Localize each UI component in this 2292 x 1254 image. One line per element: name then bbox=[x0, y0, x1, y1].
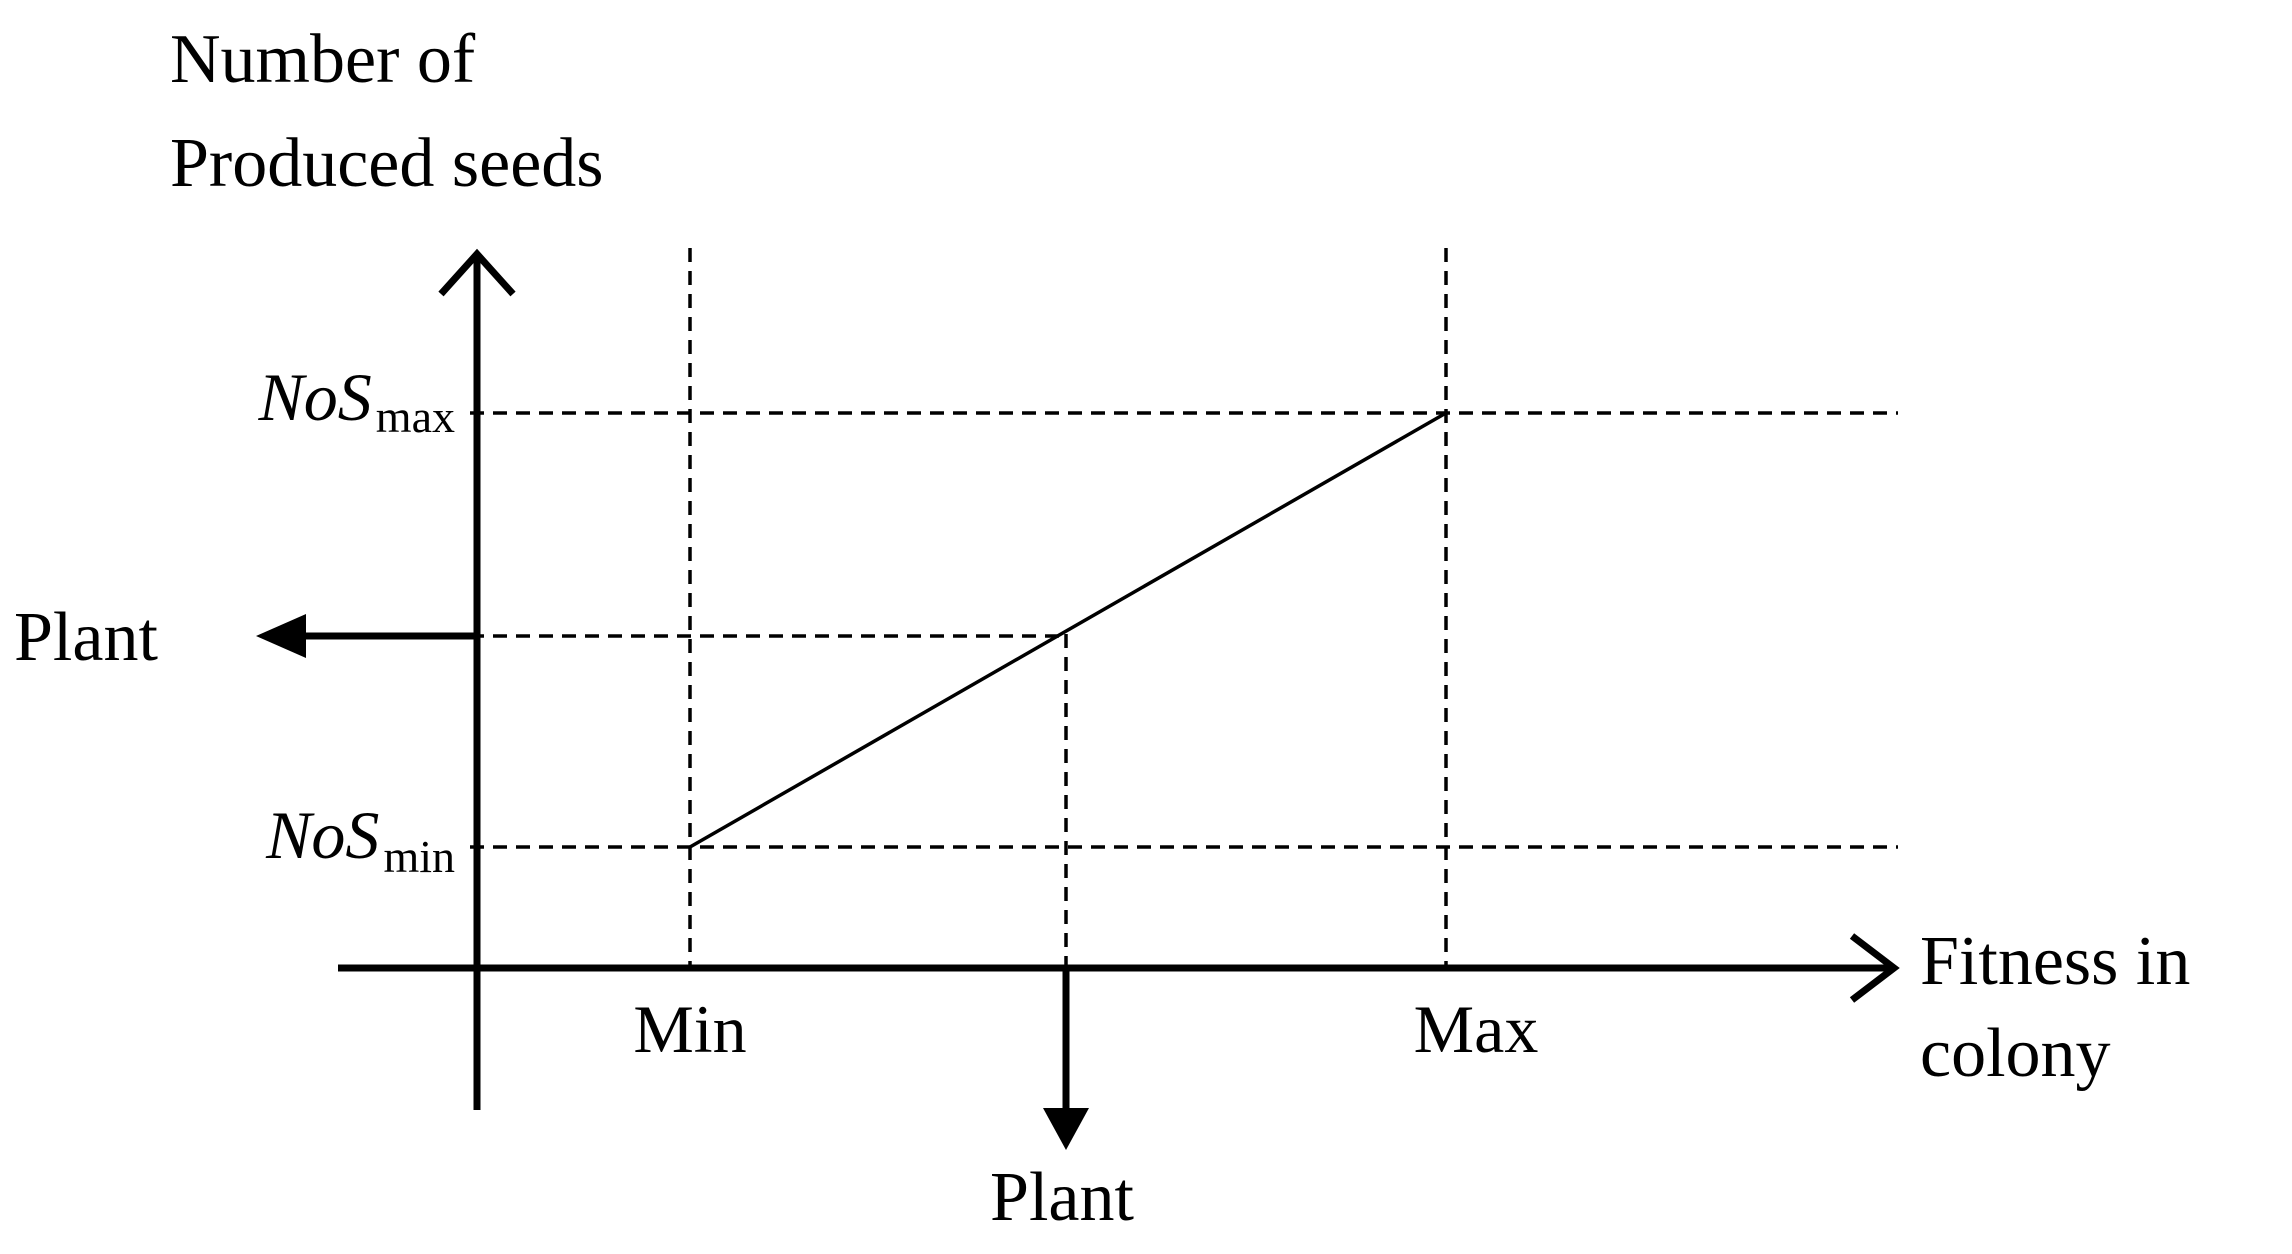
y-axis-arrowhead bbox=[438, 248, 516, 297]
seed-fitness-line bbox=[689, 411, 1447, 849]
x-axis-arrowhead bbox=[1849, 933, 1900, 1003]
plant-down-arrowhead bbox=[1043, 1108, 1089, 1150]
plant-arrows bbox=[256, 614, 1089, 1150]
x-axis-label-line1: Fitness in bbox=[1920, 923, 2190, 1000]
x-axis-label-line2: colony bbox=[1920, 1015, 2111, 1092]
y-axis-label-line2: Produced seeds bbox=[170, 125, 604, 202]
y-tick-nos-min: NoSmin bbox=[265, 797, 455, 882]
y-axis-label-line1: Number of bbox=[170, 21, 476, 98]
x-tick-max: Max bbox=[1414, 991, 1539, 1067]
plant-label-bottom: Plant bbox=[990, 1159, 1134, 1236]
y-tick-nos-max: NoSmax bbox=[257, 359, 455, 442]
plant-left-arrowhead bbox=[256, 614, 306, 658]
x-tick-min: Min bbox=[633, 991, 746, 1067]
axes bbox=[338, 248, 1900, 1110]
guide-lines bbox=[470, 248, 1898, 968]
plant-label-left: Plant bbox=[14, 599, 158, 676]
